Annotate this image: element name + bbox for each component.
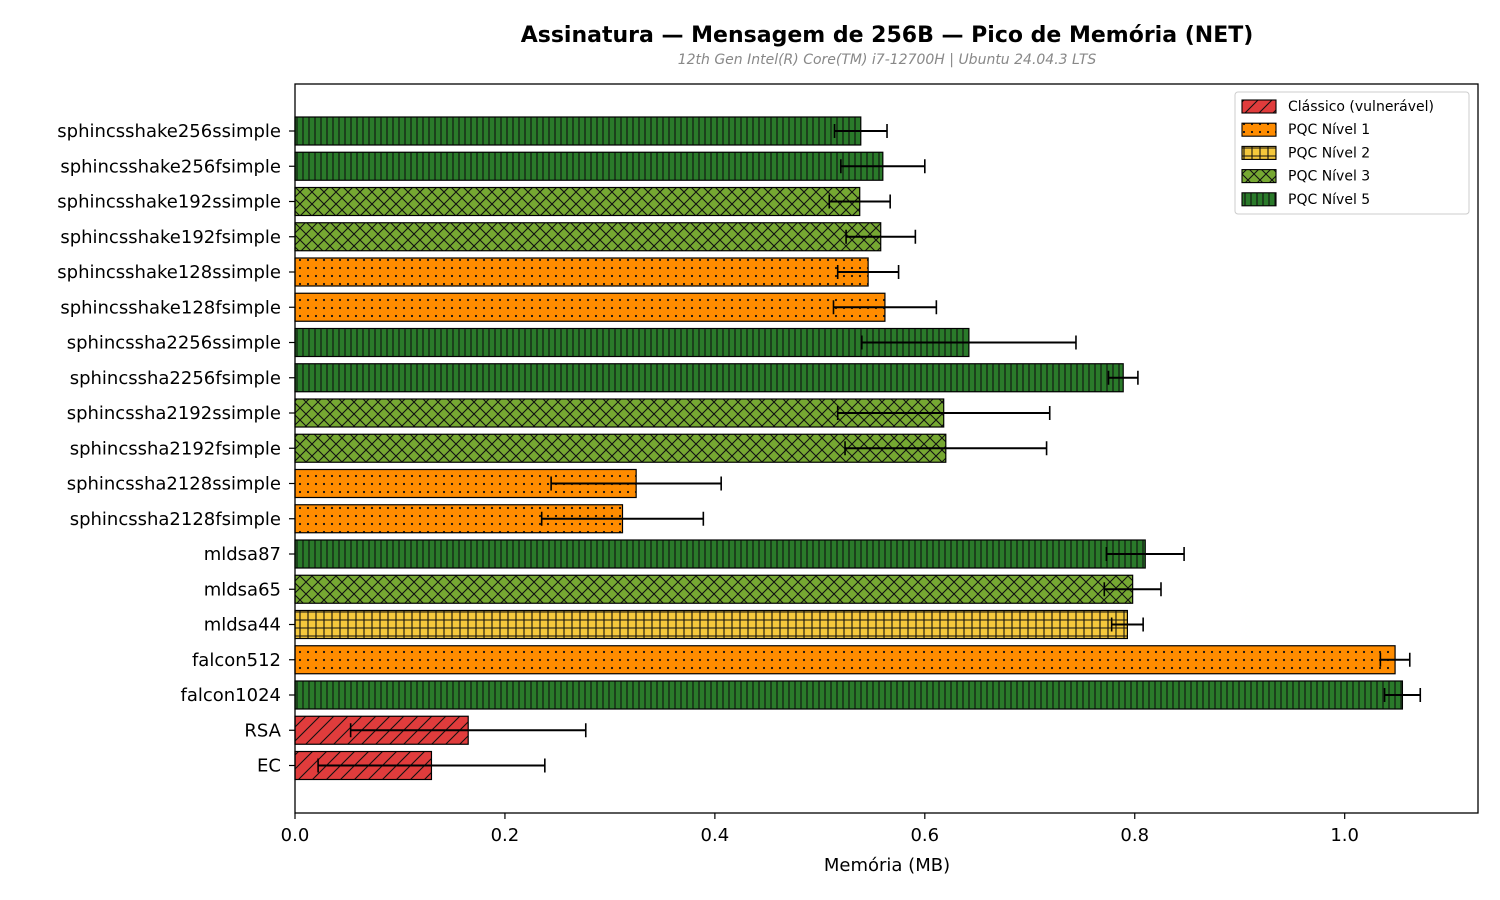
y-tick-label: sphincsshake192ssimple bbox=[57, 192, 281, 213]
y-tick-label: mldsa44 bbox=[204, 615, 281, 636]
bar bbox=[294, 609, 1129, 640]
x-axis: 0.0 0.2 0.4 0.6 0.8 1.0 bbox=[281, 813, 1359, 846]
error-bar bbox=[1103, 582, 1162, 597]
legend-swatch bbox=[1241, 145, 1277, 160]
error-bar bbox=[844, 441, 1048, 456]
bar bbox=[294, 222, 882, 252]
y-tick-label: sphincssha2192fsimple bbox=[70, 438, 281, 459]
legend-label: PQC Nível 1 bbox=[1288, 122, 1370, 138]
error-bar bbox=[861, 335, 1077, 350]
error-bar bbox=[845, 229, 917, 244]
error-bar bbox=[317, 758, 546, 773]
y-tick-label: sphincssha2128ssimple bbox=[67, 474, 281, 495]
bar bbox=[294, 151, 884, 181]
bar bbox=[294, 327, 970, 358]
y-tick-label: sphincssha2256fsimple bbox=[70, 368, 281, 389]
legend-item: PQC Nível 5 bbox=[1241, 192, 1370, 208]
y-tick-label: mldsa65 bbox=[204, 579, 281, 600]
error-bar bbox=[540, 511, 705, 526]
bar bbox=[294, 680, 1404, 710]
legend-item: PQC Nível 2 bbox=[1241, 145, 1370, 161]
x-tick-label: 0.6 bbox=[910, 825, 939, 846]
y-tick-label: EC bbox=[257, 756, 281, 777]
y-tick-label: RSA bbox=[244, 720, 281, 741]
legend-item: PQC Nível 1 bbox=[1241, 122, 1370, 138]
errorbars-group bbox=[317, 124, 1422, 773]
y-tick-label: sphincssha2128fsimple bbox=[70, 509, 281, 530]
bars-group bbox=[294, 116, 1404, 781]
legend-item: PQC Nível 3 bbox=[1241, 169, 1370, 185]
y-tick-label: sphincssha2192ssimple bbox=[67, 403, 281, 424]
error-bar bbox=[828, 194, 891, 209]
bar bbox=[294, 116, 862, 146]
x-axis-label: Memória (MB) bbox=[824, 855, 950, 876]
bar bbox=[294, 363, 1124, 393]
x-tick-label: 0.2 bbox=[491, 825, 520, 846]
y-tick-label: sphincsshake128fsimple bbox=[60, 297, 281, 318]
bar bbox=[294, 645, 1396, 675]
error-bar bbox=[836, 265, 900, 279]
y-tick-label: sphincsshake192fsimple bbox=[60, 227, 281, 248]
error-bar bbox=[833, 124, 888, 138]
bar bbox=[294, 292, 886, 322]
error-bar bbox=[349, 723, 587, 738]
y-tick-label: falcon512 bbox=[192, 650, 281, 671]
legend-label: PQC Nível 5 bbox=[1288, 192, 1370, 208]
bar bbox=[294, 186, 861, 217]
legend-swatch bbox=[1241, 192, 1277, 207]
error-bar bbox=[1110, 617, 1144, 632]
legend-swatch bbox=[1241, 99, 1277, 114]
bar bbox=[294, 574, 1134, 604]
chart-title: Assinatura — Mensagem de 256B — Pico de … bbox=[521, 23, 1254, 48]
y-tick-label: sphincsshake256fsimple bbox=[60, 156, 281, 177]
legend-label: PQC Nível 3 bbox=[1288, 169, 1370, 185]
x-tick-label: 0.8 bbox=[1120, 825, 1149, 846]
chart-subtitle: 12th Gen Intel(R) Core(TM) i7-12700H | U… bbox=[678, 52, 1097, 68]
bar bbox=[294, 539, 1146, 569]
bar bbox=[294, 433, 947, 463]
error-bar bbox=[840, 159, 926, 174]
legend-frame bbox=[1234, 91, 1470, 215]
legend-label: PQC Nível 2 bbox=[1288, 145, 1370, 161]
y-tick-label: sphincsshake128ssimple bbox=[57, 262, 281, 283]
x-tick-label: 0.4 bbox=[701, 825, 730, 846]
bar bbox=[294, 257, 869, 287]
error-bar bbox=[1383, 688, 1422, 702]
legend-swatch bbox=[1241, 169, 1277, 184]
error-bar bbox=[832, 300, 938, 315]
x-tick-label: 1.0 bbox=[1330, 825, 1359, 846]
x-tick-label: 0.0 bbox=[281, 825, 310, 846]
y-axis: sphincsshake256ssimple sphincsshake256fsi… bbox=[57, 121, 295, 777]
y-tick-label: sphincsshake256ssimple bbox=[57, 121, 281, 142]
error-bar bbox=[550, 476, 722, 491]
legend: Clássico (vulnerável) PQC Nível 1 PQC Níve… bbox=[1234, 91, 1470, 215]
y-tick-label: sphincssha2256ssimple bbox=[67, 333, 281, 354]
legend-label: Clássico (vulnerável) bbox=[1288, 99, 1434, 115]
error-bar bbox=[836, 406, 1051, 420]
legend-item: Clássico (vulnerável) bbox=[1241, 99, 1434, 115]
y-tick-label: falcon1024 bbox=[181, 685, 282, 706]
error-bar bbox=[1379, 652, 1411, 667]
y-tick-label: mldsa87 bbox=[204, 544, 281, 565]
error-bar bbox=[1107, 370, 1139, 385]
error-bar bbox=[1105, 547, 1185, 561]
legend-swatch bbox=[1241, 122, 1277, 137]
